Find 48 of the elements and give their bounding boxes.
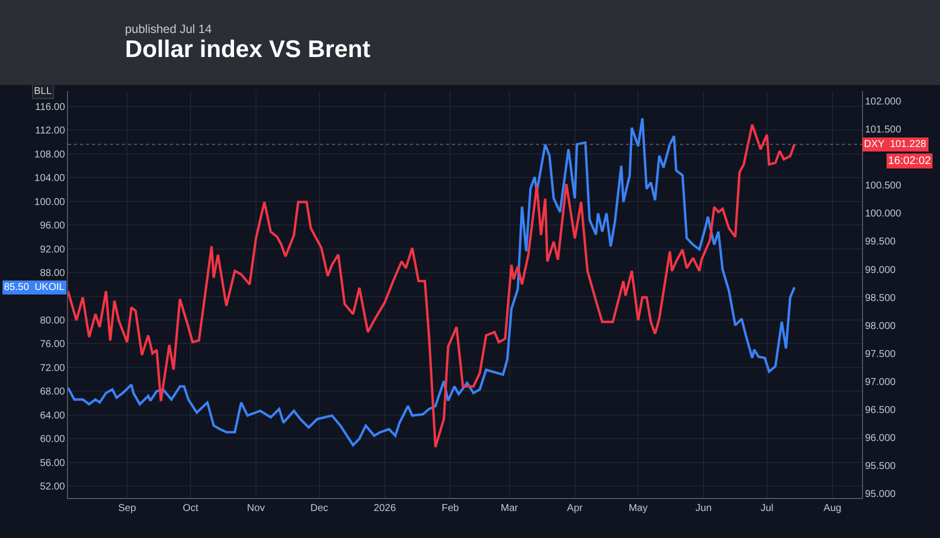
y2-tick-label: 101.500 xyxy=(865,124,902,136)
y-tick-label: 68.00 xyxy=(40,386,66,398)
y-tick-label: 76.00 xyxy=(40,339,66,350)
y-tick-label: 60.00 xyxy=(40,434,66,446)
y-tick-label: 100.00 xyxy=(34,196,66,208)
y-tick-label: 108.00 xyxy=(34,149,66,160)
y2-tick-label: 96.000 xyxy=(865,432,896,444)
x-tick-label: Nov xyxy=(247,503,265,514)
y2-tick-label: 100.500 xyxy=(865,180,902,192)
y-tick-label: 104.00 xyxy=(34,173,66,184)
y2-tick-label: 100.000 xyxy=(865,208,902,220)
y-tick-label: 116.00 xyxy=(35,102,66,113)
y-tick-label: 56.00 xyxy=(40,458,66,469)
y-tick-label: 64.00 xyxy=(40,410,66,422)
y-tick-label: 96.00 xyxy=(40,220,66,232)
y2-tick-label: 97.500 xyxy=(865,348,896,360)
y2-tick-label: 99.000 xyxy=(865,264,896,276)
x-tick-label: Aug xyxy=(824,503,842,514)
x-tick-label: Jun xyxy=(696,503,712,514)
y2-tick-label: 102.000 xyxy=(865,96,902,108)
y-tick-label: 88.00 xyxy=(40,268,66,280)
chart-title: Dollar index VS Brent xyxy=(125,36,370,64)
y-tick-label: 72.00 xyxy=(40,362,66,374)
text: 16:02:02 xyxy=(888,155,931,167)
y2-tick-label: 98.000 xyxy=(865,320,896,332)
x-tick-label: Feb xyxy=(442,503,460,514)
x-tick-label: Dec xyxy=(310,503,328,514)
chart-subtitle: published Jul 14 xyxy=(125,22,212,36)
text: DXY 101.228 xyxy=(864,139,926,150)
y2-tick-label: 97.000 xyxy=(865,376,896,388)
text: 85.50 UKOIL xyxy=(4,282,65,293)
x-tick-label: Oct xyxy=(182,503,198,514)
y2-tick-label: 96.500 xyxy=(865,404,896,416)
x-tick-label: Mar xyxy=(500,503,519,514)
y2-tick-label: 95.500 xyxy=(865,460,896,472)
y2-tick-label: 99.500 xyxy=(865,236,896,248)
x-tick-label: May xyxy=(628,503,648,514)
y-tick-label: 80.00 xyxy=(40,316,66,327)
y2-tick-label: 95.000 xyxy=(865,489,896,500)
x-tick-label: Jul xyxy=(760,503,774,514)
y-tick-label: 92.00 xyxy=(40,244,66,256)
x-tick-label: Sep xyxy=(118,503,136,514)
x-tick-label: Apr xyxy=(567,503,584,514)
y-tick-label: 52.00 xyxy=(40,482,66,493)
x-tick-label: 2026 xyxy=(374,503,396,514)
y-tick-label: 112.00 xyxy=(35,126,66,137)
y-axis-title: BLL xyxy=(34,86,52,97)
y2-tick-label: 98.500 xyxy=(865,292,896,304)
